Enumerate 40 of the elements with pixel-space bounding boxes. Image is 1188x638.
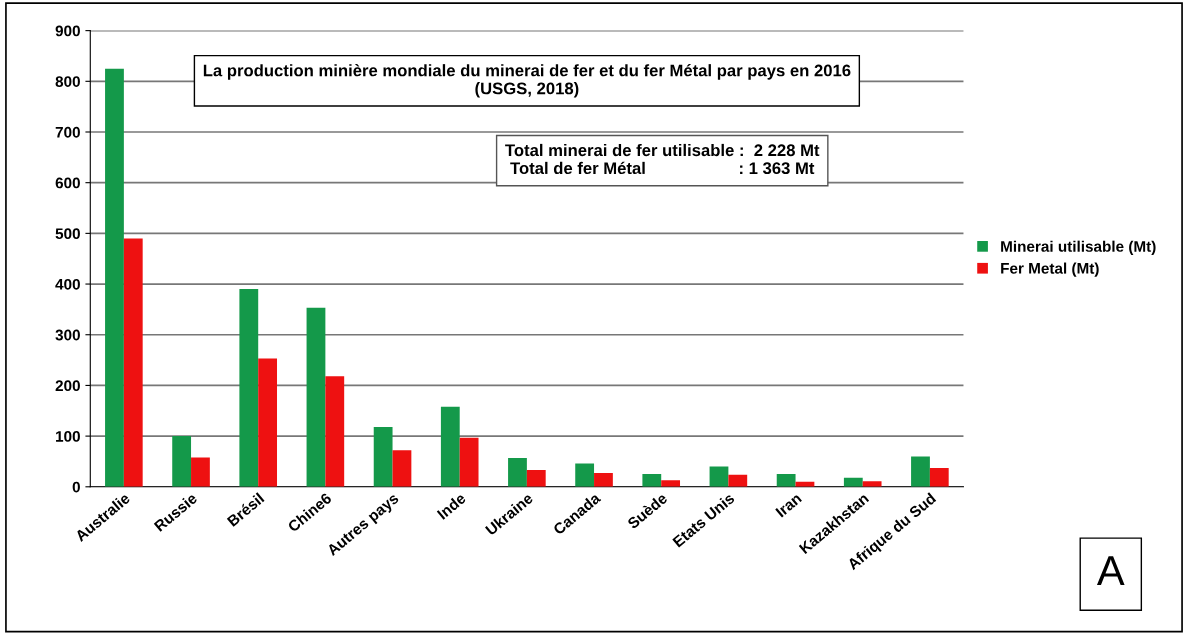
bar — [862, 481, 882, 487]
bar — [526, 470, 546, 487]
bar — [440, 406, 460, 487]
bar — [172, 436, 192, 487]
bar — [459, 437, 479, 487]
bar — [191, 457, 210, 487]
text: La production minière mondiale du minerai de fer et du fer Métal par pays en 2016 (USGS, 2018) — [203, 63, 851, 98]
bar — [306, 307, 326, 487]
bar — [392, 450, 412, 487]
y-tick-label: 0 — [72, 481, 80, 493]
annotation: Total minerai de fer utilisable : 2 228 Mt Total de fer Métal : 1 363 Mt — [505, 143, 820, 175]
bar — [929, 468, 949, 487]
bar — [239, 289, 259, 487]
bar — [508, 457, 527, 487]
legend-label: Fer Metal (Mt) — [1001, 262, 1099, 277]
y-tick-label: 400 — [55, 278, 80, 290]
y-tick-label: 800 — [55, 76, 80, 87]
bar — [373, 426, 393, 487]
bar — [911, 456, 930, 487]
bar — [776, 474, 796, 487]
y-tick-label: 500 — [55, 228, 80, 240]
bar — [325, 376, 345, 487]
bar — [258, 358, 278, 487]
bar — [728, 474, 748, 487]
text: A — [1096, 556, 1125, 585]
bar — [594, 473, 613, 487]
y-tick-label: 300 — [55, 329, 80, 341]
bar — [661, 480, 681, 487]
legend-label: Minerai utilisable (Mt) — [1001, 240, 1156, 255]
bar — [642, 474, 662, 487]
y-tick-label: 600 — [55, 177, 80, 189]
bar — [123, 238, 143, 487]
y-tick-label: 700 — [55, 126, 80, 138]
bar — [575, 463, 595, 487]
y-tick-label: 900 — [55, 25, 80, 37]
bar — [105, 68, 124, 487]
x-tick-label: Inde — [436, 491, 467, 520]
y-tick-label: 100 — [56, 430, 80, 442]
bar — [709, 466, 729, 487]
y-tick-label: 200 — [55, 380, 80, 392]
